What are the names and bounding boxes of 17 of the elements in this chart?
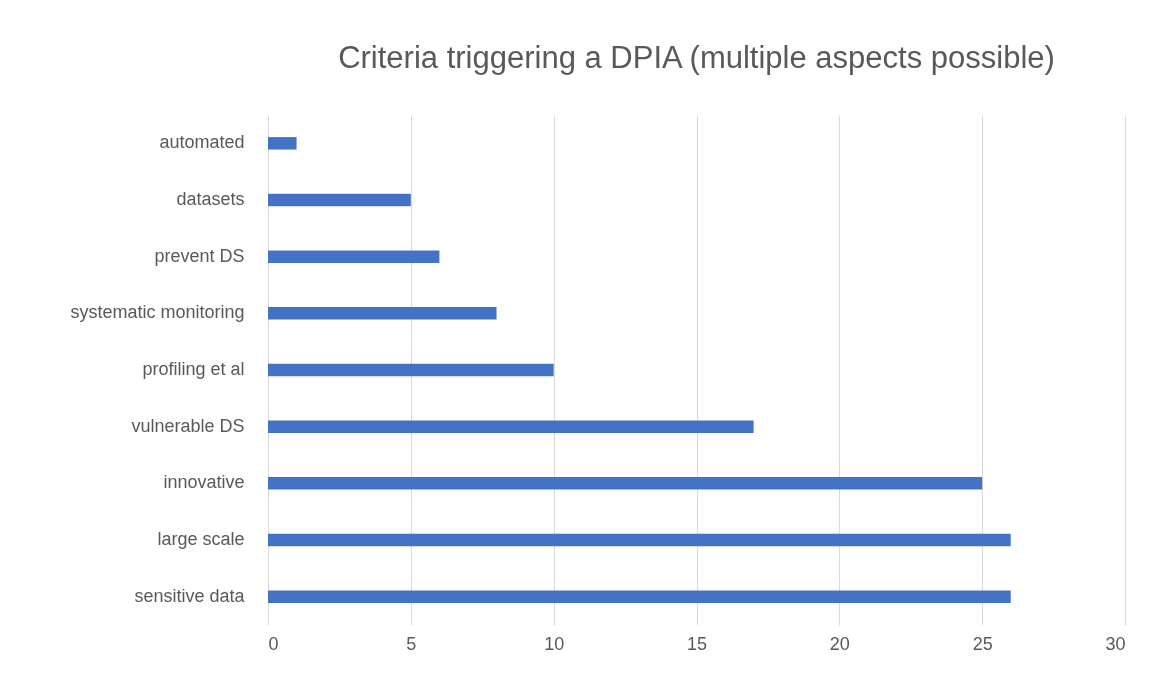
x-tick-label: 30 xyxy=(1105,633,1126,654)
y-tick-label: profiling et al xyxy=(142,359,245,379)
y-tick-label: systematic monitoring xyxy=(70,302,245,323)
y-tick-label: prevent DS xyxy=(154,245,245,266)
y-tick-label: automated xyxy=(159,132,245,153)
y-tick-label: datasets xyxy=(176,189,245,209)
y-tick-label: vulnerable DS xyxy=(131,415,245,436)
y-tick-label: large scale xyxy=(157,529,245,549)
y-tick-label: sensitive data xyxy=(134,585,246,606)
x-tick-label: 25 xyxy=(972,633,993,654)
x-tick-label: 0 xyxy=(268,633,279,654)
x-tick-label: 15 xyxy=(686,633,708,654)
x-tick-label: 10 xyxy=(544,633,565,654)
x-tick-label: 5 xyxy=(406,633,417,654)
x-tick-label: 20 xyxy=(829,633,850,654)
chart-title: Criteria triggering a DPIA (multiple aspects possible) xyxy=(338,40,1055,75)
y-tick-label: innovative xyxy=(163,472,245,493)
